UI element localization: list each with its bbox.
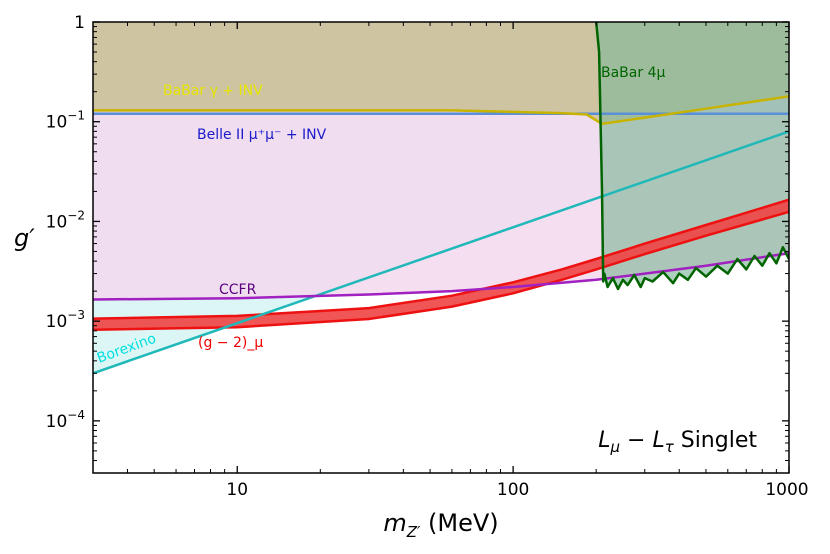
label-babar-inv: BaBar γ + INV — [163, 83, 263, 99]
line-ccfr — [93, 251, 789, 301]
plot-frame — [92, 21, 790, 474]
line-g-2-mu-upper — [93, 198, 789, 320]
y-tick-label: 10−1 — [46, 109, 85, 133]
label-g-2: (g − 2)_μ — [198, 335, 263, 351]
y-tick-label: 1 — [74, 13, 85, 33]
y-tick-label: 10−3 — [46, 308, 85, 332]
exclusion-boundaries — [93, 22, 789, 375]
x-axis-title: mZ′ (MeV) — [383, 509, 498, 541]
x-tick-label: 10 — [226, 480, 248, 500]
line-g-2-mu-lower — [93, 210, 789, 331]
label-belle-ii-inv: Belle II μ⁺μ⁻ + INV — [197, 127, 327, 143]
label-ccfr: CCFR — [219, 282, 257, 298]
band-g-2-mu — [93, 199, 789, 330]
label-babar-4: BaBar 4μ — [601, 65, 665, 81]
line-babar-4 — [594, 22, 789, 291]
model-label: Lμ − Lτ Singlet — [598, 428, 757, 456]
exclusion-regions — [93, 22, 789, 374]
line-babar-inv — [93, 95, 789, 126]
x-tick-label: 100 — [497, 480, 529, 500]
x-tick-label: 1000 — [765, 480, 808, 500]
y-tick-label: 10−4 — [46, 408, 85, 432]
line-borexino — [93, 130, 789, 375]
y-tick-label: 10−2 — [46, 208, 85, 232]
y-axis-title: g′ — [14, 224, 35, 252]
